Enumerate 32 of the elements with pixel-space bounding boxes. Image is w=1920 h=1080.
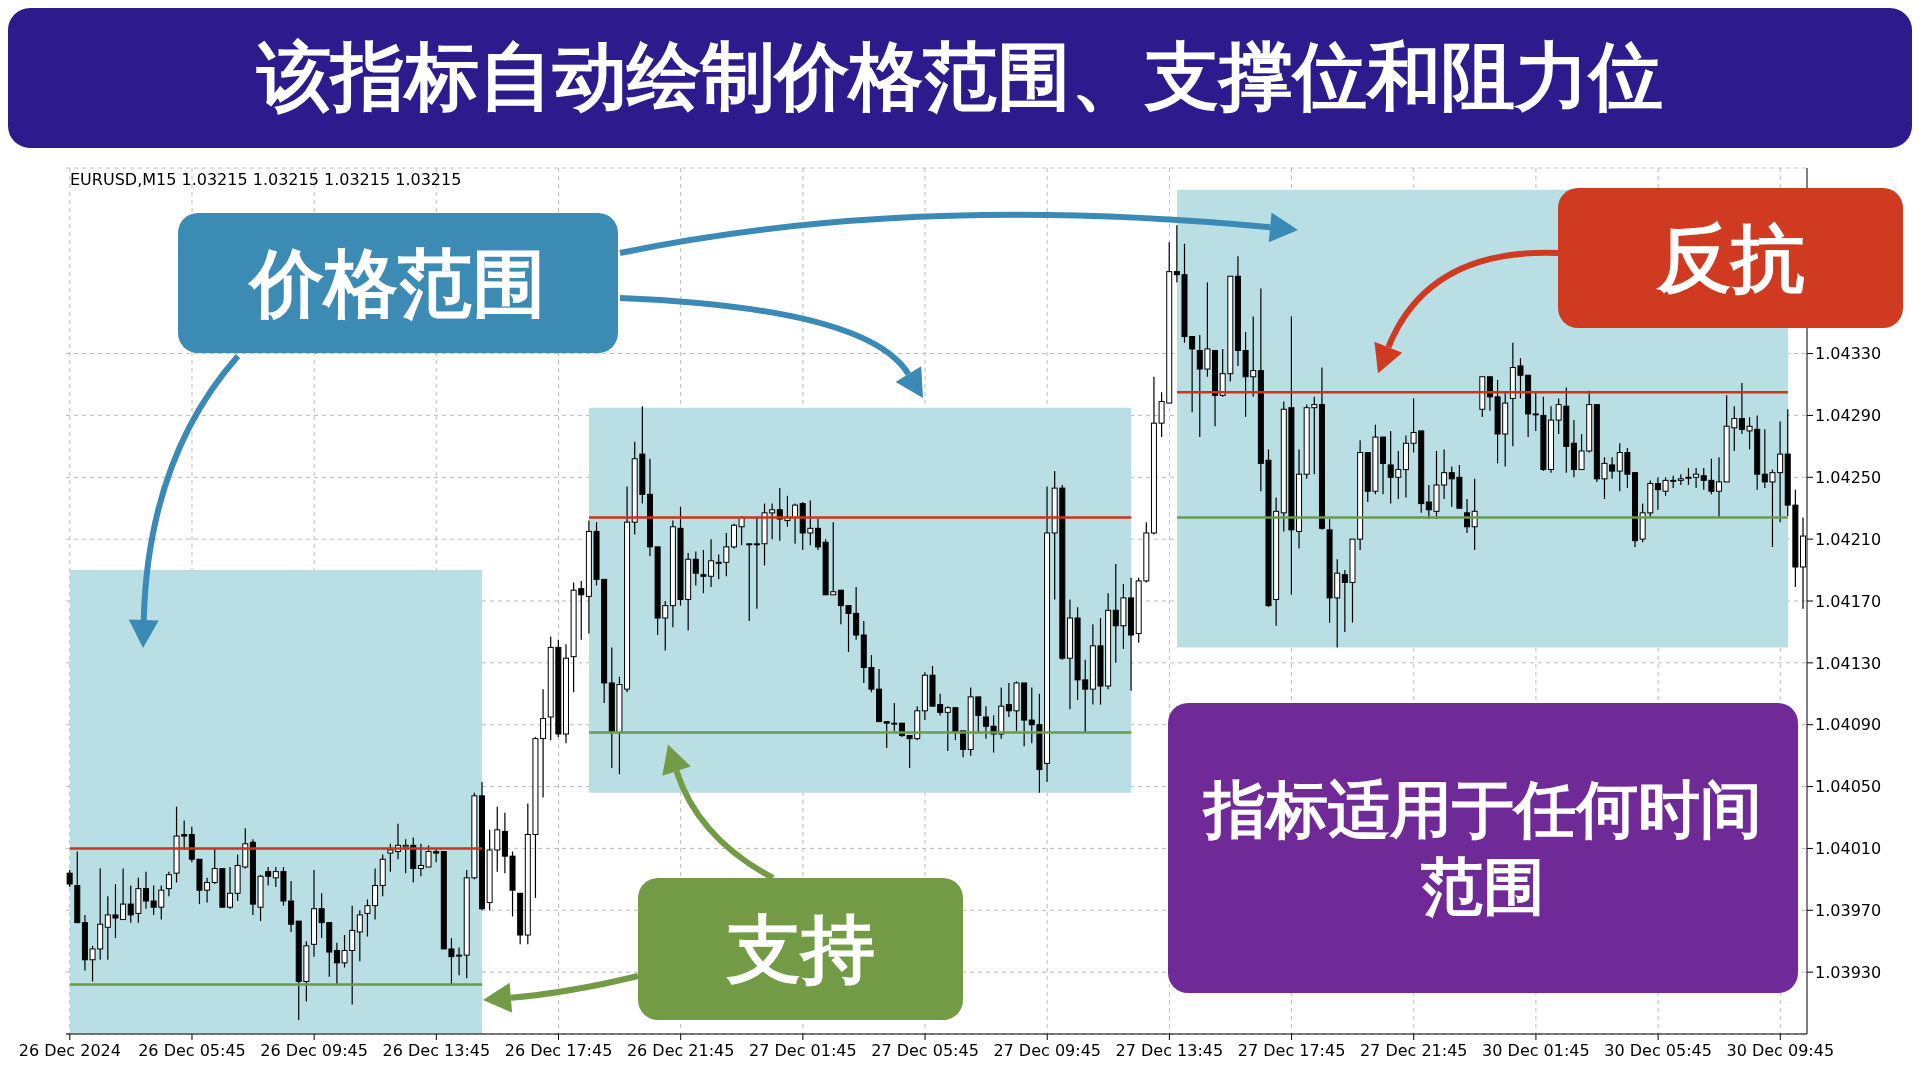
x-tick-label: 27 Dec 13:45 — [1115, 1041, 1224, 1060]
y-tick-label: 1.04210 — [1815, 529, 1882, 549]
annotation: 价格范围 — [178, 213, 618, 353]
chart-title: 该指标自动绘制价格范围、支撑位和阻力位 — [8, 8, 1912, 148]
annotation: 反抗 — [1558, 188, 1903, 328]
x-tick-label: 26 Dec 21:45 — [626, 1041, 735, 1060]
x-tick-label: 30 Dec 05:45 — [1604, 1041, 1712, 1060]
y-tick-label: 1.04250 — [1815, 467, 1882, 487]
x-tick-label: 26 Dec 2024 — [18, 1041, 121, 1060]
annotation: 指标适用于任何时间范围 — [1168, 703, 1798, 993]
x-tick-label: 27 Dec 05:45 — [871, 1041, 979, 1060]
y-tick-label: 1.04130 — [1815, 653, 1882, 673]
x-tick-label: 30 Dec 09:45 — [1726, 1041, 1835, 1060]
x-tick-label: 30 Dec 01:45 — [1482, 1041, 1590, 1060]
x-tick-label: 27 Dec 21:45 — [1359, 1041, 1468, 1060]
x-tick-label: 26 Dec 05:45 — [138, 1041, 246, 1060]
annotation: 支持 — [638, 878, 963, 1020]
x-tick-label: 27 Dec 01:45 — [749, 1041, 857, 1060]
y-tick-label: 1.04290 — [1815, 406, 1882, 426]
x-tick-label: 27 Dec 09:45 — [993, 1041, 1102, 1060]
y-tick-label: 1.04170 — [1815, 591, 1882, 611]
y-tick-label: 1.04010 — [1815, 839, 1882, 859]
y-tick-label: 1.04330 — [1815, 344, 1882, 364]
x-tick-label: 26 Dec 17:45 — [504, 1041, 613, 1060]
y-tick-label: 1.04050 — [1815, 777, 1882, 797]
annotation: EURUSD,M15 1.03215 1.03215 1.03215 1.03215 — [70, 170, 462, 189]
y-tick-label: 1.04090 — [1815, 715, 1882, 735]
x-tick-label: 27 Dec 17:45 — [1237, 1041, 1346, 1060]
x-tick-label: 26 Dec 13:45 — [382, 1041, 491, 1060]
y-tick-label: 1.03930 — [1815, 962, 1882, 982]
x-tick-label: 26 Dec 09:45 — [260, 1041, 368, 1060]
y-tick-label: 1.03970 — [1815, 900, 1882, 920]
